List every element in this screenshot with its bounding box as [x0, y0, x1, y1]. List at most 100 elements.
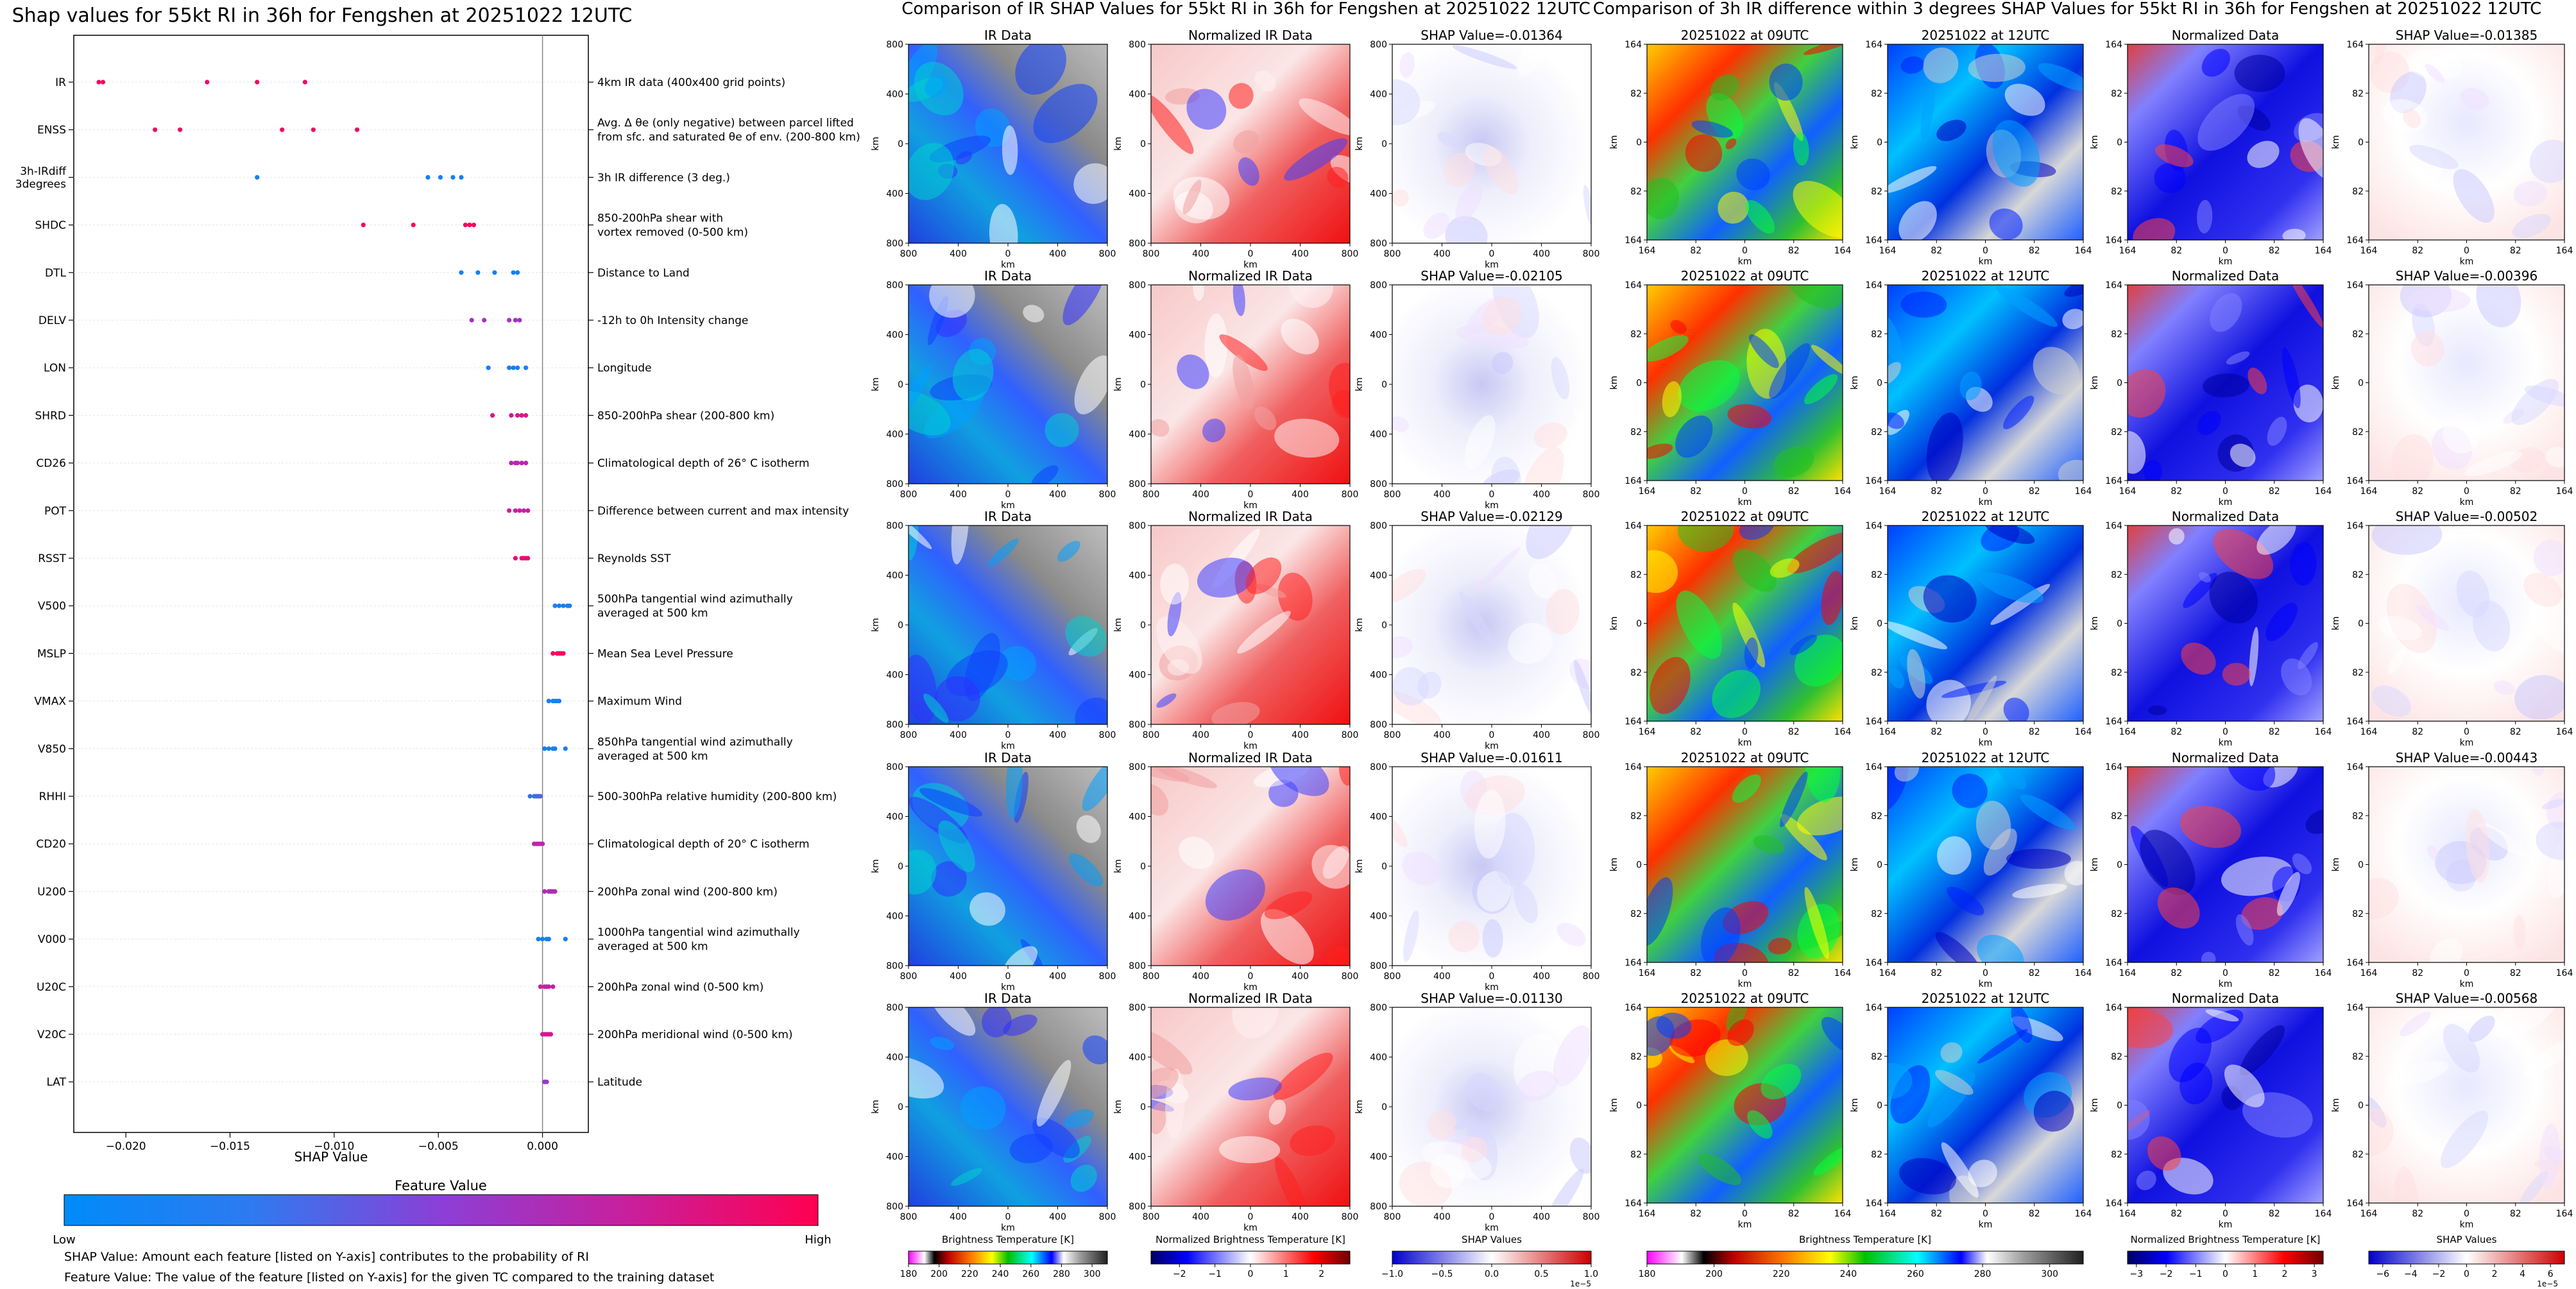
colorbar — [1646, 1251, 2084, 1265]
feature-label: MSLP — [37, 647, 66, 660]
y-tick-label: 400 — [1129, 1053, 1146, 1063]
imagery-texture — [2147, 1136, 2181, 1171]
x-axis-label: km — [2219, 497, 2233, 508]
x-tick-label: 400 — [1433, 730, 1451, 740]
imagery-texture — [908, 525, 932, 549]
x-tick-label: 164 — [1834, 486, 1852, 497]
shap-point — [425, 175, 431, 180]
shap-point — [567, 603, 572, 608]
imagery-texture — [1238, 157, 1259, 186]
y-tick-label: 400 — [1129, 670, 1146, 681]
y-tick-label: 400 — [1129, 571, 1146, 581]
imagery-texture — [1430, 1154, 1466, 1189]
imagery-texture — [2006, 848, 2071, 869]
imagery-texture — [1186, 89, 1227, 130]
x-tick-label: 0 — [2464, 1209, 2469, 1219]
x-tick-label: 800 — [1583, 730, 1600, 740]
y-tick-label: 82 — [1630, 909, 1642, 919]
colorbar-label: SHAP Values — [1462, 1234, 1522, 1245]
y-tick-label: 82 — [1630, 187, 1642, 197]
feature-label: CD20 — [36, 838, 66, 851]
y-tick-label: 164 — [2346, 1199, 2364, 1209]
imagery-texture — [2391, 434, 2434, 481]
imagery-texture — [1228, 1077, 1282, 1101]
imagery-texture — [1477, 871, 1512, 912]
imagery-texture — [1789, 635, 1817, 655]
feature-label: VMAX — [34, 696, 66, 708]
colorbar — [908, 1251, 1108, 1265]
x-tick-label: −0.015 — [210, 1140, 250, 1153]
imagery-texture — [2004, 83, 2045, 116]
shap-point — [492, 270, 497, 275]
shap-point — [563, 746, 568, 751]
feature-label: LAT — [46, 1076, 66, 1089]
panel-title: Normalized Data — [2172, 750, 2280, 765]
panel-texture — [1888, 1007, 2074, 1203]
y-axis-label: km — [2090, 135, 2100, 149]
panel-texture — [2128, 285, 2323, 481]
y-tick-label: 800 — [886, 280, 903, 291]
feature-description: Climatological depth of 26° C isotherm — [597, 457, 810, 470]
feature-description: from sfc. and saturated θe of env. (200-… — [597, 131, 860, 144]
x-axis-label: km — [1485, 982, 1499, 993]
imagery-texture — [908, 142, 954, 200]
y-tick-label: 164 — [1865, 280, 1882, 291]
imagery-texture — [2147, 705, 2167, 715]
imagery-texture — [908, 849, 937, 895]
x-tick-label: 800 — [1143, 1212, 1160, 1222]
x-tick-label: 82 — [1690, 727, 1702, 737]
x-axis-label: km — [1979, 1220, 1993, 1230]
x-tick-label: 82 — [1788, 246, 1800, 256]
imagery-texture — [1995, 767, 2027, 790]
y-tick-label: 164 — [1625, 40, 1642, 50]
shap-point — [523, 413, 529, 418]
y-tick-label: 0 — [1140, 380, 1146, 390]
y-tick-label: 400 — [1129, 430, 1146, 440]
x-tick-label: 0 — [1983, 968, 1988, 978]
imagery-texture — [2033, 346, 2080, 395]
x-axis-label: km — [2460, 257, 2474, 267]
x-tick-label: 400 — [1533, 730, 1550, 740]
y-tick-label: 400 — [1370, 330, 1387, 341]
y-tick-label: 0 — [1877, 860, 1882, 871]
imagery-texture — [1204, 313, 1227, 378]
imagery-texture — [989, 203, 1018, 243]
panel-texture — [1151, 1007, 1335, 1206]
x-tick-label: 82 — [2269, 486, 2280, 497]
y-tick-label: 0 — [1140, 620, 1146, 631]
panel-title: IR Data — [984, 28, 1032, 43]
imagery-texture — [1445, 216, 1488, 243]
imagery-texture — [2003, 395, 2034, 430]
panel-title: 20251022 at 12UTC — [1922, 28, 2050, 43]
x-axis-label: km — [2219, 1220, 2233, 1230]
imagery-texture — [1459, 591, 1496, 649]
imagery-texture — [2234, 55, 2285, 92]
panel-texture — [2369, 767, 2564, 962]
imagery-texture — [1464, 415, 1496, 470]
x-tick-label: 800 — [1583, 490, 1600, 500]
imagery-texture — [2371, 525, 2443, 555]
colorbar-tick-label: 180 — [900, 1269, 917, 1279]
colorbar-label: SHAP Values — [2437, 1234, 2497, 1245]
imagery-texture — [2375, 44, 2387, 65]
feature-description: Avg. Δ θe (only negative) between parcel… — [597, 117, 854, 130]
x-axis-label: km — [1979, 738, 1993, 748]
panel-title: IR Data — [984, 991, 1032, 1006]
imagery-texture — [2241, 897, 2283, 930]
x-tick-label: 0.000 — [527, 1140, 558, 1153]
y-axis-label: km — [2090, 858, 2100, 872]
imagery-texture — [1984, 525, 2035, 544]
x-tick-label: 82 — [1788, 968, 1800, 978]
colorbar-tick-label: 240 — [992, 1269, 1009, 1279]
y-tick-label: 164 — [1865, 1199, 1882, 1209]
x-tick-label: 400 — [1292, 490, 1309, 500]
shap-point — [536, 937, 541, 942]
imagery-texture — [2512, 214, 2551, 239]
imagery-texture — [2514, 675, 2564, 720]
x-tick-label: 0 — [1005, 1212, 1011, 1222]
colorbar-tick-label: 1 — [1283, 1269, 1289, 1279]
y-tick-label: 400 — [1370, 189, 1387, 200]
colorbar-tick-label: 6 — [2548, 1269, 2554, 1279]
imagery-texture — [2293, 384, 2323, 423]
